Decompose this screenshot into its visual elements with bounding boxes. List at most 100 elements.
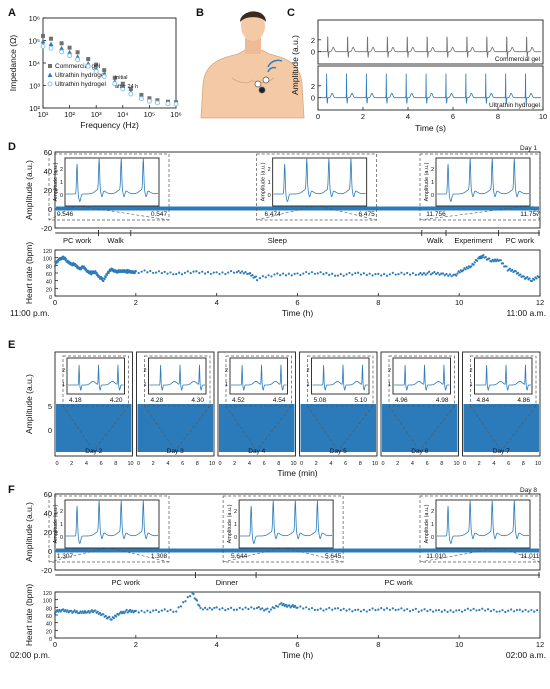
y-tick-label: 40	[44, 167, 52, 176]
x-tick-label: 4	[492, 461, 495, 467]
inset-x-left-label: 4.96	[395, 397, 408, 404]
heart-rate-point	[255, 279, 259, 282]
heart-rate-point	[79, 610, 82, 613]
heart-rate-point	[530, 608, 533, 612]
heart-rate-point	[294, 604, 297, 607]
heart-rate-point	[484, 609, 487, 612]
y-tick-label: 0	[311, 94, 315, 103]
heart-rate-point	[137, 271, 140, 275]
heart-rate-point	[422, 271, 426, 275]
heart-rate-point	[446, 610, 449, 613]
heart-rate-point	[362, 608, 365, 611]
inset-y-axis-label: Amplitude (a.u.)	[424, 504, 430, 543]
y-tick-label: 100	[43, 257, 52, 263]
zoom-dashed-box	[62, 355, 129, 407]
heart-rate-point	[472, 607, 475, 610]
heart-rate-axis-label: Heart rate (bpm)	[24, 584, 34, 647]
heart-rate-point	[296, 606, 299, 609]
heart-rate-point	[498, 610, 501, 613]
x-tick-label: 0	[137, 461, 140, 467]
inset-ecg-trace	[273, 158, 366, 203]
heart-rate-point	[104, 275, 107, 278]
x-tick-label: 4	[329, 461, 332, 467]
heart-rate-point	[310, 271, 314, 274]
inset-x-right-label: 1.308	[151, 553, 168, 560]
activity-label: Sleep	[268, 236, 287, 245]
heart-rate-point	[434, 272, 438, 276]
heart-rate-point	[455, 274, 458, 277]
x-tick-label: 8	[359, 461, 362, 467]
heart-rate-point	[124, 610, 127, 613]
x-tick-label: 8	[277, 461, 280, 467]
heart-rate-point	[514, 270, 517, 273]
activity-label: Dinner	[216, 578, 239, 587]
heart-rate-point	[495, 259, 498, 263]
heart-rate-point	[499, 259, 502, 262]
heart-rate-point	[299, 605, 302, 608]
heart-rate-point	[221, 607, 224, 610]
heart-rate-point	[423, 608, 426, 611]
y-axis-label: Impedance (Ω)	[8, 35, 18, 92]
heart-rate-point	[537, 276, 540, 279]
heart-rate-point	[212, 271, 215, 274]
electrode-3	[258, 86, 266, 94]
x-tick-label: 10²	[64, 110, 75, 119]
heart-rate-point	[255, 606, 259, 610]
heart-rate-point	[450, 275, 453, 278]
heart-rate-point	[177, 606, 180, 609]
x-tick-label: 4	[248, 461, 251, 467]
heart-rate-point	[108, 615, 111, 619]
heart-rate-point	[368, 608, 371, 612]
heart-rate-point	[473, 261, 476, 264]
heart-rate-point	[492, 608, 495, 611]
heart-rate-point	[470, 265, 473, 268]
y-tick-label: 0	[49, 295, 52, 301]
heart-rate-point	[208, 606, 211, 610]
inset-ecg-trace	[68, 364, 124, 391]
heart-rate-point	[160, 609, 163, 612]
heart-rate-point	[53, 264, 57, 268]
heart-rate-point	[149, 269, 152, 273]
heart-rate-point	[137, 611, 140, 614]
inset-y-tick-label: 2	[225, 368, 228, 374]
heart-rate-point	[512, 610, 516, 613]
heart-rate-point	[527, 610, 530, 613]
heart-rate-point	[178, 271, 181, 274]
heart-rate-point	[316, 608, 319, 612]
heart-rate-point	[394, 273, 397, 276]
heart-rate-point	[143, 611, 146, 614]
heart-rate-point	[406, 271, 409, 275]
x-tick-label: 6	[295, 640, 299, 649]
heart-rate-point	[81, 610, 84, 613]
x-tick-label: 0	[218, 461, 221, 467]
heart-rate-point	[157, 610, 161, 613]
inset-y-tick-label: 0	[234, 535, 237, 541]
data-point-hydrogel-initial	[40, 39, 46, 44]
heart-rate-point	[82, 611, 85, 614]
inset-y-tick-label: 0	[431, 193, 434, 199]
day-box	[136, 351, 215, 457]
heart-rate-point	[385, 274, 389, 277]
heart-rate-point	[279, 274, 282, 277]
inset-frame	[392, 357, 451, 395]
heart-rate-point	[414, 607, 417, 610]
y-tick-label: 2	[311, 82, 315, 91]
heart-rate-point	[235, 608, 238, 611]
heart-rate-point	[266, 607, 269, 610]
y-tick-label: 100	[43, 599, 52, 605]
heart-rate-point	[192, 270, 195, 273]
heart-rate-point	[94, 609, 97, 612]
heart-rate-point	[345, 609, 348, 612]
start-time-label: 11:00 p.m.	[10, 308, 50, 318]
heart-rate-point	[56, 609, 59, 612]
zoom-dashed-box	[419, 153, 541, 221]
heart-rate-point	[195, 270, 198, 273]
inset-ecg-trace	[437, 158, 530, 203]
heart-rate-point	[533, 610, 536, 613]
x-tick-label: 0	[316, 112, 320, 121]
heart-rate-point	[125, 608, 128, 612]
inset-y-tick-label: 1	[60, 522, 63, 528]
heart-rate-point	[218, 272, 221, 276]
y-tick-label: 0	[49, 637, 52, 643]
y-tick-label: 40	[46, 280, 52, 286]
